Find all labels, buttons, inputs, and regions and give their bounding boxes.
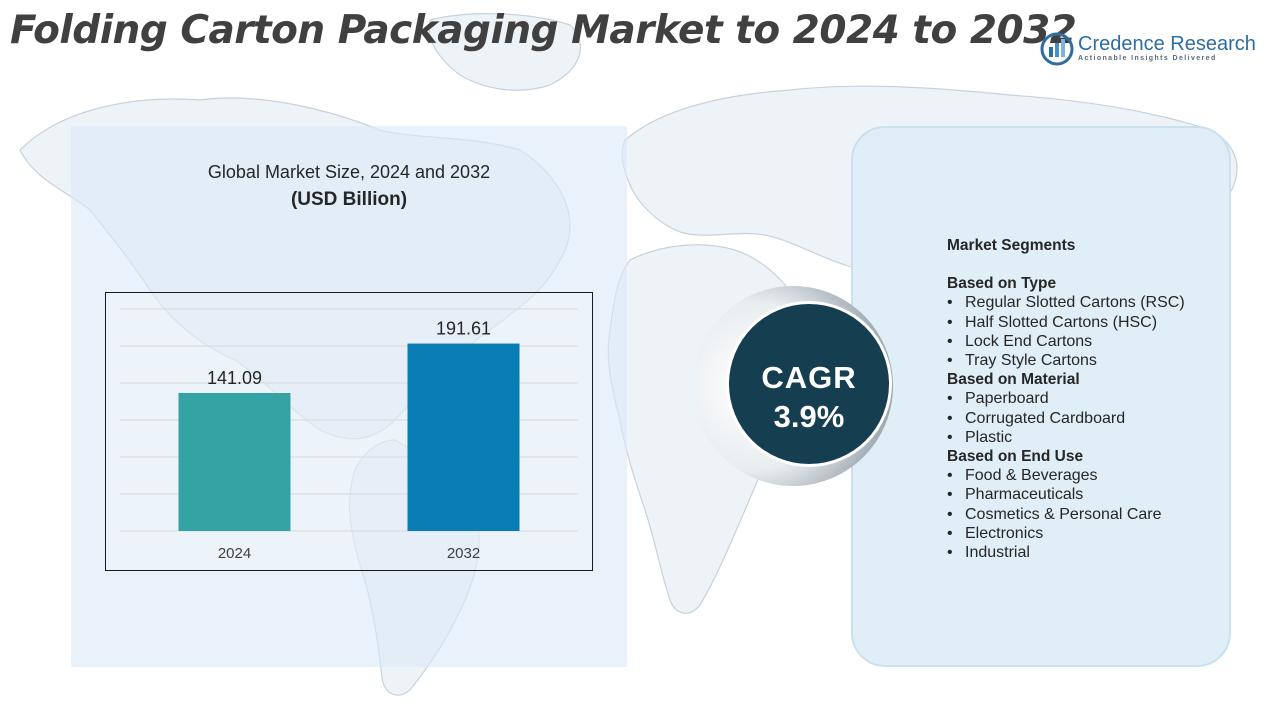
segment-item: Half Slotted Cartons (HSC): [947, 313, 1247, 332]
bar-chart-svg: 141.09 2024 191.61 2032: [120, 308, 578, 562]
segment-item: Food & Beverages: [947, 466, 1247, 485]
segment-item: Regular Slotted Cartons (RSC): [947, 293, 1247, 312]
x-tick-label: 2024: [218, 545, 251, 562]
chart-panel: [71, 126, 627, 667]
page-title: Folding Carton Packaging Market to 2024 …: [10, 8, 1077, 53]
segment-group-title: Based on End Use: [947, 448, 1084, 466]
bar-value-label: 141.09: [207, 368, 262, 388]
cagr-value: 3.9%: [773, 399, 845, 434]
segment-item: Lock End Cartons: [947, 332, 1247, 351]
segment-item: Industrial: [947, 543, 1247, 562]
segment-item: Paperboard: [947, 389, 1247, 408]
bar-value-label: 191.61: [436, 319, 491, 339]
bar-2032: [407, 343, 520, 531]
company-logo: Credence Research Actionable Insights De…: [1040, 30, 1256, 70]
segment-item: Electronics: [947, 524, 1247, 543]
bar-2024: [178, 392, 291, 531]
segment-item: Pharmaceuticals: [947, 485, 1247, 504]
logo-tagline: Actionable Insights Delivered: [1078, 55, 1217, 62]
market-segments-list: Market Segments Based on TypeRegular Slo…: [947, 236, 1247, 562]
segment-group-title: Based on Type: [947, 275, 1057, 293]
segment-item: Tray Style Cartons: [947, 351, 1247, 370]
segment-item: Plastic: [947, 428, 1247, 447]
cagr-badge: [693, 286, 893, 486]
segment-item: Cosmetics & Personal Care: [947, 505, 1247, 524]
cagr-circle: [729, 304, 889, 464]
segments-heading: Market Segments: [947, 237, 1076, 254]
credence-logo-icon: [1040, 32, 1074, 66]
segments-spacer: [947, 255, 1247, 274]
cagr-label: CAGR: [761, 360, 857, 395]
segment-group-title: Based on Material: [947, 371, 1080, 389]
x-tick-label: 2032: [447, 545, 480, 562]
chart-unit: (USD Billion): [290, 189, 408, 210]
logo-name: Credence Research: [1078, 33, 1256, 55]
bar-chart: 141.09 2024 191.61 2032: [105, 292, 593, 571]
segment-item: Corrugated Cardboard: [947, 409, 1247, 428]
chart-title: Global Market Size, 2024 and 2032: [207, 162, 491, 182]
